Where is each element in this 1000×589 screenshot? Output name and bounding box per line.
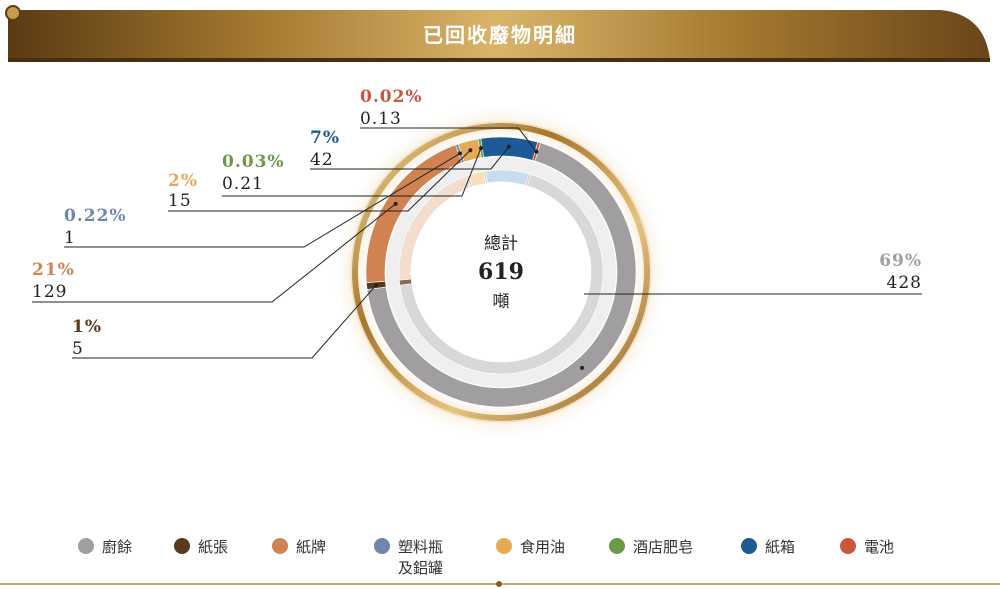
legend-label-kitchen: 廚餘 (102, 538, 132, 556)
legend-swatch-soap (609, 538, 625, 554)
legend-label-oil: 食用油 (520, 538, 565, 556)
legend-swatch-cardboard (272, 538, 288, 554)
callout-labels: 69%428 1%5 21%129 0.22%1 2%15 0.03%0.21 7%42 0.… (32, 87, 922, 370)
center-total-label: 總計 (484, 234, 518, 254)
donut-inner-slice-battery (525, 173, 532, 187)
callout-value-soap: 0.21 (222, 174, 264, 194)
callout-percent-paper: 1% (72, 317, 102, 337)
legend-label-box: 紙箱 (765, 538, 795, 556)
footer-divider (0, 581, 1000, 587)
callout-percent-battery: 0.02% (360, 87, 423, 107)
donut-slice-kitchen (366, 142, 637, 408)
legend-label-plastic: 及鋁罐 (398, 559, 443, 577)
callout-line-plastic (64, 152, 461, 248)
callout-dot-kitchen (580, 365, 585, 370)
callout-percent-oil: 2% (168, 171, 198, 191)
callout-value-box: 42 (310, 150, 334, 170)
legend-label-battery: 電池 (864, 538, 894, 556)
legend-swatch-paper (174, 538, 190, 554)
center-total-unit: 噸 (493, 292, 510, 312)
callout-percent-kitchen: 69% (879, 251, 922, 271)
center-total: 總計 619 噸 (478, 234, 524, 312)
legend-swatch-oil (496, 538, 512, 554)
callout-value-plastic: 1 (64, 228, 76, 248)
callout-line-cardboard (32, 203, 396, 303)
callout-line-paper (72, 284, 377, 359)
chart-title: 已回收廢物明細 (423, 23, 577, 47)
legend-swatch-kitchen (78, 538, 94, 554)
legend-label-plastic: 塑料瓶 (398, 538, 443, 556)
callout-line-battery (360, 127, 537, 152)
callout-value-oil: 15 (168, 191, 192, 211)
legend-label-soap: 酒店肥皂 (633, 538, 693, 556)
legend-swatch-battery (840, 538, 856, 554)
callout-value-kitchen: 428 (887, 273, 922, 293)
callout-line-oil (168, 149, 471, 212)
legend-label-paper: 紙張 (198, 538, 228, 556)
callout-value-cardboard: 129 (32, 282, 67, 302)
center-total-value: 619 (478, 259, 524, 285)
callout-percent-soap: 0.03% (222, 152, 285, 172)
callout-value-battery: 0.13 (360, 109, 402, 129)
legend-label-cardboard: 紙牌 (296, 538, 326, 556)
callout-percent-plastic: 0.22% (64, 206, 127, 226)
banner-ornament-icon (5, 5, 21, 21)
callout-value-paper: 5 (72, 339, 84, 359)
callout-percent-cardboard: 21% (32, 260, 75, 280)
callout-percent-box: 7% (310, 128, 340, 148)
legend-swatch-plastic (374, 538, 390, 554)
header-banner: 已回收廢物明細 (5, 5, 990, 62)
callout-line-box (310, 146, 510, 170)
callout-line-soap (222, 147, 482, 197)
legend-swatch-box (741, 538, 757, 554)
